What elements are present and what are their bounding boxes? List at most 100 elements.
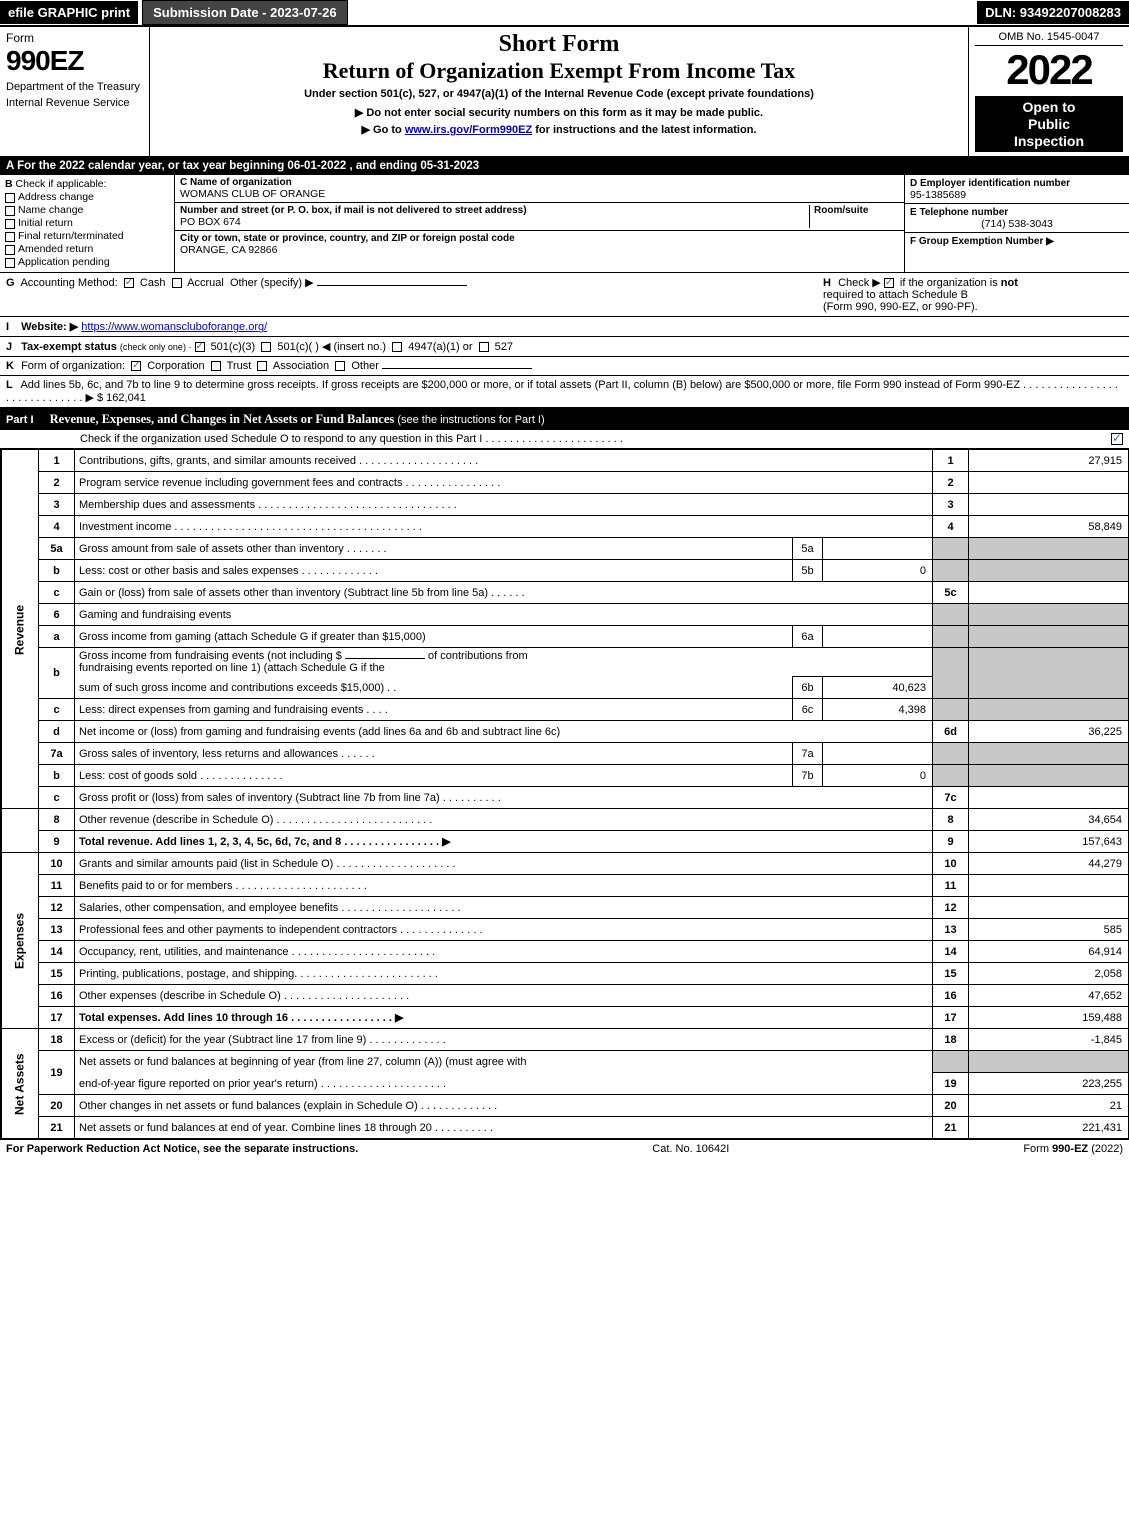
irs-link[interactable]: www.irs.gov/Form990EZ — [405, 124, 532, 136]
ln5c-linenum: 5c — [933, 582, 969, 604]
ln5b-desc: Less: cost or other basis and sales expe… — [75, 560, 793, 582]
ln5a-subnum: 5a — [793, 538, 823, 560]
street-label: Number and street (or P. O. box, if mail… — [180, 205, 809, 216]
tax-exempt-label: Tax-exempt status — [21, 341, 117, 353]
open-line-3: Inspection — [977, 133, 1121, 150]
section-bcdef: B Check if applicable: Address change Na… — [0, 175, 1129, 273]
form-word: Form — [6, 31, 34, 45]
ln16-num: 16 — [39, 985, 75, 1007]
ln12-amount — [969, 897, 1129, 919]
ln13-desc: Professional fees and other payments to … — [75, 919, 933, 941]
netassets-section-label: Net Assets — [1, 1029, 39, 1139]
ln5a-desc: Gross amount from sale of assets other t… — [75, 538, 793, 560]
checkbox-schedule-b-not-required[interactable] — [884, 278, 894, 288]
ln13-num: 13 — [39, 919, 75, 941]
opt-4947: 4947(a)(1) or — [408, 341, 472, 353]
ln5a-subval — [823, 538, 933, 560]
ln2-amount — [969, 472, 1129, 494]
footer-form-ref: Form 990-EZ (2022) — [1023, 1143, 1123, 1155]
ln6b-contrib-field[interactable] — [345, 658, 425, 659]
ln6a-subval — [823, 626, 933, 648]
checkbox-accrual[interactable] — [172, 278, 182, 288]
ln12-linenum: 12 — [933, 897, 969, 919]
phone-value: (714) 538-3043 — [910, 218, 1124, 230]
ln18-linenum: 18 — [933, 1029, 969, 1051]
ln15-amount: 2,058 — [969, 963, 1129, 985]
ln20-desc: Other changes in net assets or fund bala… — [75, 1095, 933, 1117]
checkbox-corporation[interactable] — [131, 361, 141, 371]
ln15-num: 15 — [39, 963, 75, 985]
ln5a-num: 5a — [39, 538, 75, 560]
section-b: B Check if applicable: Address change Na… — [0, 175, 175, 272]
ln6a-num: a — [39, 626, 75, 648]
ln7b-grey-amt — [969, 765, 1129, 787]
website-pre: Website: ▶ — [21, 321, 78, 333]
ln7c-linenum: 7c — [933, 787, 969, 809]
ln20-num: 20 — [39, 1095, 75, 1117]
checkbox-schedule-o[interactable] — [1111, 433, 1123, 445]
dln-label: DLN: 93492207008283 — [977, 1, 1129, 24]
org-website-link[interactable]: https://www.womanscluboforange.org/ — [81, 321, 267, 333]
checkbox-application-pending[interactable] — [5, 258, 15, 268]
ln6d-amount: 36,225 — [969, 721, 1129, 743]
d-label: D Employer identification number — [910, 178, 1070, 189]
ln3-amount — [969, 494, 1129, 516]
checkbox-amended-return[interactable] — [5, 245, 15, 255]
ln4-linenum: 4 — [933, 516, 969, 538]
checkbox-name-change[interactable] — [5, 206, 15, 216]
ln15-desc: Printing, publications, postage, and shi… — [75, 963, 933, 985]
ln15-linenum: 15 — [933, 963, 969, 985]
section-c: C Name of organization WOMANS CLUB OF OR… — [175, 175, 904, 272]
checkbox-4947a1[interactable] — [392, 342, 402, 352]
other-org-field[interactable] — [382, 368, 532, 369]
cb-label-2: Initial return — [18, 217, 73, 229]
cb-label-4: Amended return — [18, 243, 93, 255]
checkbox-other-org[interactable] — [335, 361, 345, 371]
ln13-amount: 585 — [969, 919, 1129, 941]
checkbox-501c3[interactable] — [195, 342, 205, 352]
ln6b-grey — [933, 648, 969, 699]
checkbox-cash[interactable] — [124, 278, 134, 288]
cb-label-3: Final return/terminated — [18, 230, 124, 242]
checkbox-501c[interactable] — [261, 342, 271, 352]
ln19-grey — [933, 1051, 969, 1073]
ln6b-d4: sum of such gross income and contributio… — [75, 677, 793, 699]
other-specify-label: Other (specify) ▶ — [230, 277, 314, 289]
row-l-gross-receipts: L Add lines 5b, 6c, and 7b to line 9 to … — [0, 376, 1129, 409]
ln21-num: 21 — [39, 1117, 75, 1139]
ln8-amount: 34,654 — [969, 809, 1129, 831]
ln6-desc: Gaming and fundraising events — [75, 604, 933, 626]
ln8-linenum: 8 — [933, 809, 969, 831]
ln5a-grey — [933, 538, 969, 560]
ln19-amount: 223,255 — [969, 1073, 1129, 1095]
h-forms: (Form 990, 990-EZ, or 990-PF). — [823, 301, 978, 313]
ln19-grey-amt — [969, 1051, 1129, 1073]
checkbox-527[interactable] — [479, 342, 489, 352]
ln6a-desc: Gross income from gaming (attach Schedul… — [75, 626, 793, 648]
part-1-sub: (see the instructions for Part I) — [397, 414, 544, 426]
check-if-applicable: Check if applicable: — [16, 178, 107, 190]
checkbox-final-return[interactable] — [5, 232, 15, 242]
ln4-desc: Investment income . . . . . . . . . . . … — [75, 516, 933, 538]
cb-label-0: Address change — [18, 191, 94, 203]
submission-date-button[interactable]: Submission Date - 2023-07-26 — [142, 0, 348, 25]
dept-treasury: Department of the Treasury — [6, 81, 143, 93]
efile-print-button[interactable]: efile GRAPHIC print — [0, 1, 138, 24]
ln5c-num: c — [39, 582, 75, 604]
ln9-linenum: 9 — [933, 831, 969, 853]
dept-irs: Internal Revenue Service — [6, 97, 143, 109]
checkbox-address-change[interactable] — [5, 193, 15, 203]
checkbox-trust[interactable] — [211, 361, 221, 371]
ln20-linenum: 20 — [933, 1095, 969, 1117]
ln4-num: 4 — [39, 516, 75, 538]
ln5c-amount — [969, 582, 1129, 604]
ln7a-subnum: 7a — [793, 743, 823, 765]
go-to-line: ▶ Go to www.irs.gov/Form990EZ for instru… — [156, 123, 962, 136]
other-specify-field[interactable] — [317, 285, 467, 286]
ln6d-num: d — [39, 721, 75, 743]
f-label: F Group Exemption Number ▶ — [910, 236, 1054, 247]
checkbox-association[interactable] — [257, 361, 267, 371]
checkbox-initial-return[interactable] — [5, 219, 15, 229]
ln18-amount: -1,845 — [969, 1029, 1129, 1051]
page-footer: For Paperwork Reduction Act Notice, see … — [0, 1139, 1129, 1158]
